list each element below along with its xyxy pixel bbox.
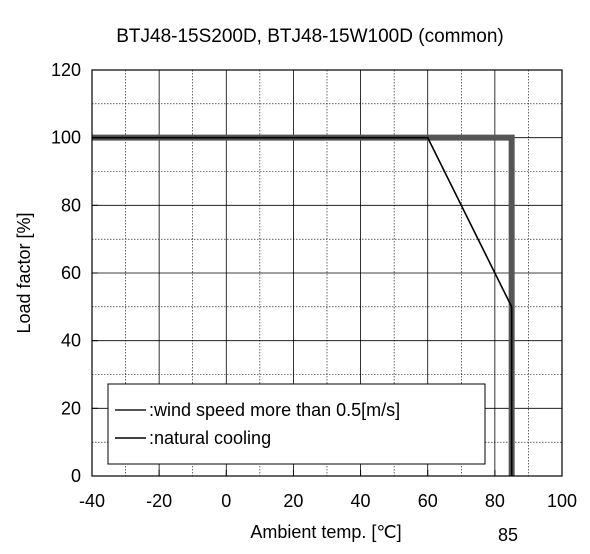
legend-label-wind: :wind speed more than 0.5[m/s] (149, 400, 400, 420)
ticks: -40 -20 0 20 40 60 80 100 0 20 40 60 80 100 120 (51, 60, 577, 511)
y-tick-label: 40 (61, 331, 81, 351)
series-natural-cooling (92, 136, 513, 476)
x-tick-label: 0 (221, 491, 231, 511)
x-tick-label: -20 (146, 491, 172, 511)
plot-frame (91, 69, 563, 477)
x-tick-label: 60 (418, 491, 438, 511)
y-tick-label: 20 (61, 398, 81, 418)
y-tick-label: 80 (61, 195, 81, 215)
legend-label-natural: :natural cooling (149, 428, 271, 448)
y-axis-label: Load factor [%] (14, 212, 34, 333)
x-tick-label: 100 (547, 491, 577, 511)
x-tick-label: 20 (283, 491, 303, 511)
y-tick-label: 100 (51, 128, 81, 148)
x-tick-label: -40 (79, 491, 105, 511)
y-tick-label: 120 (51, 60, 81, 80)
x-tick-label: 40 (351, 491, 371, 511)
y-tick-label: 0 (71, 466, 81, 486)
y-tick-label: 60 (61, 263, 81, 283)
chart-title: BTJ48-15S200D, BTJ48-15W100D (common) (116, 26, 504, 47)
series-lines (92, 134, 515, 476)
x-tick-label: 80 (485, 491, 505, 511)
legend-box (107, 383, 486, 465)
annotation-85: 85 (498, 525, 518, 545)
x-axis-label: Ambient temp. [℃] (250, 522, 401, 542)
legend: :wind speed more than 0.5[m/s] :natural … (107, 383, 486, 465)
